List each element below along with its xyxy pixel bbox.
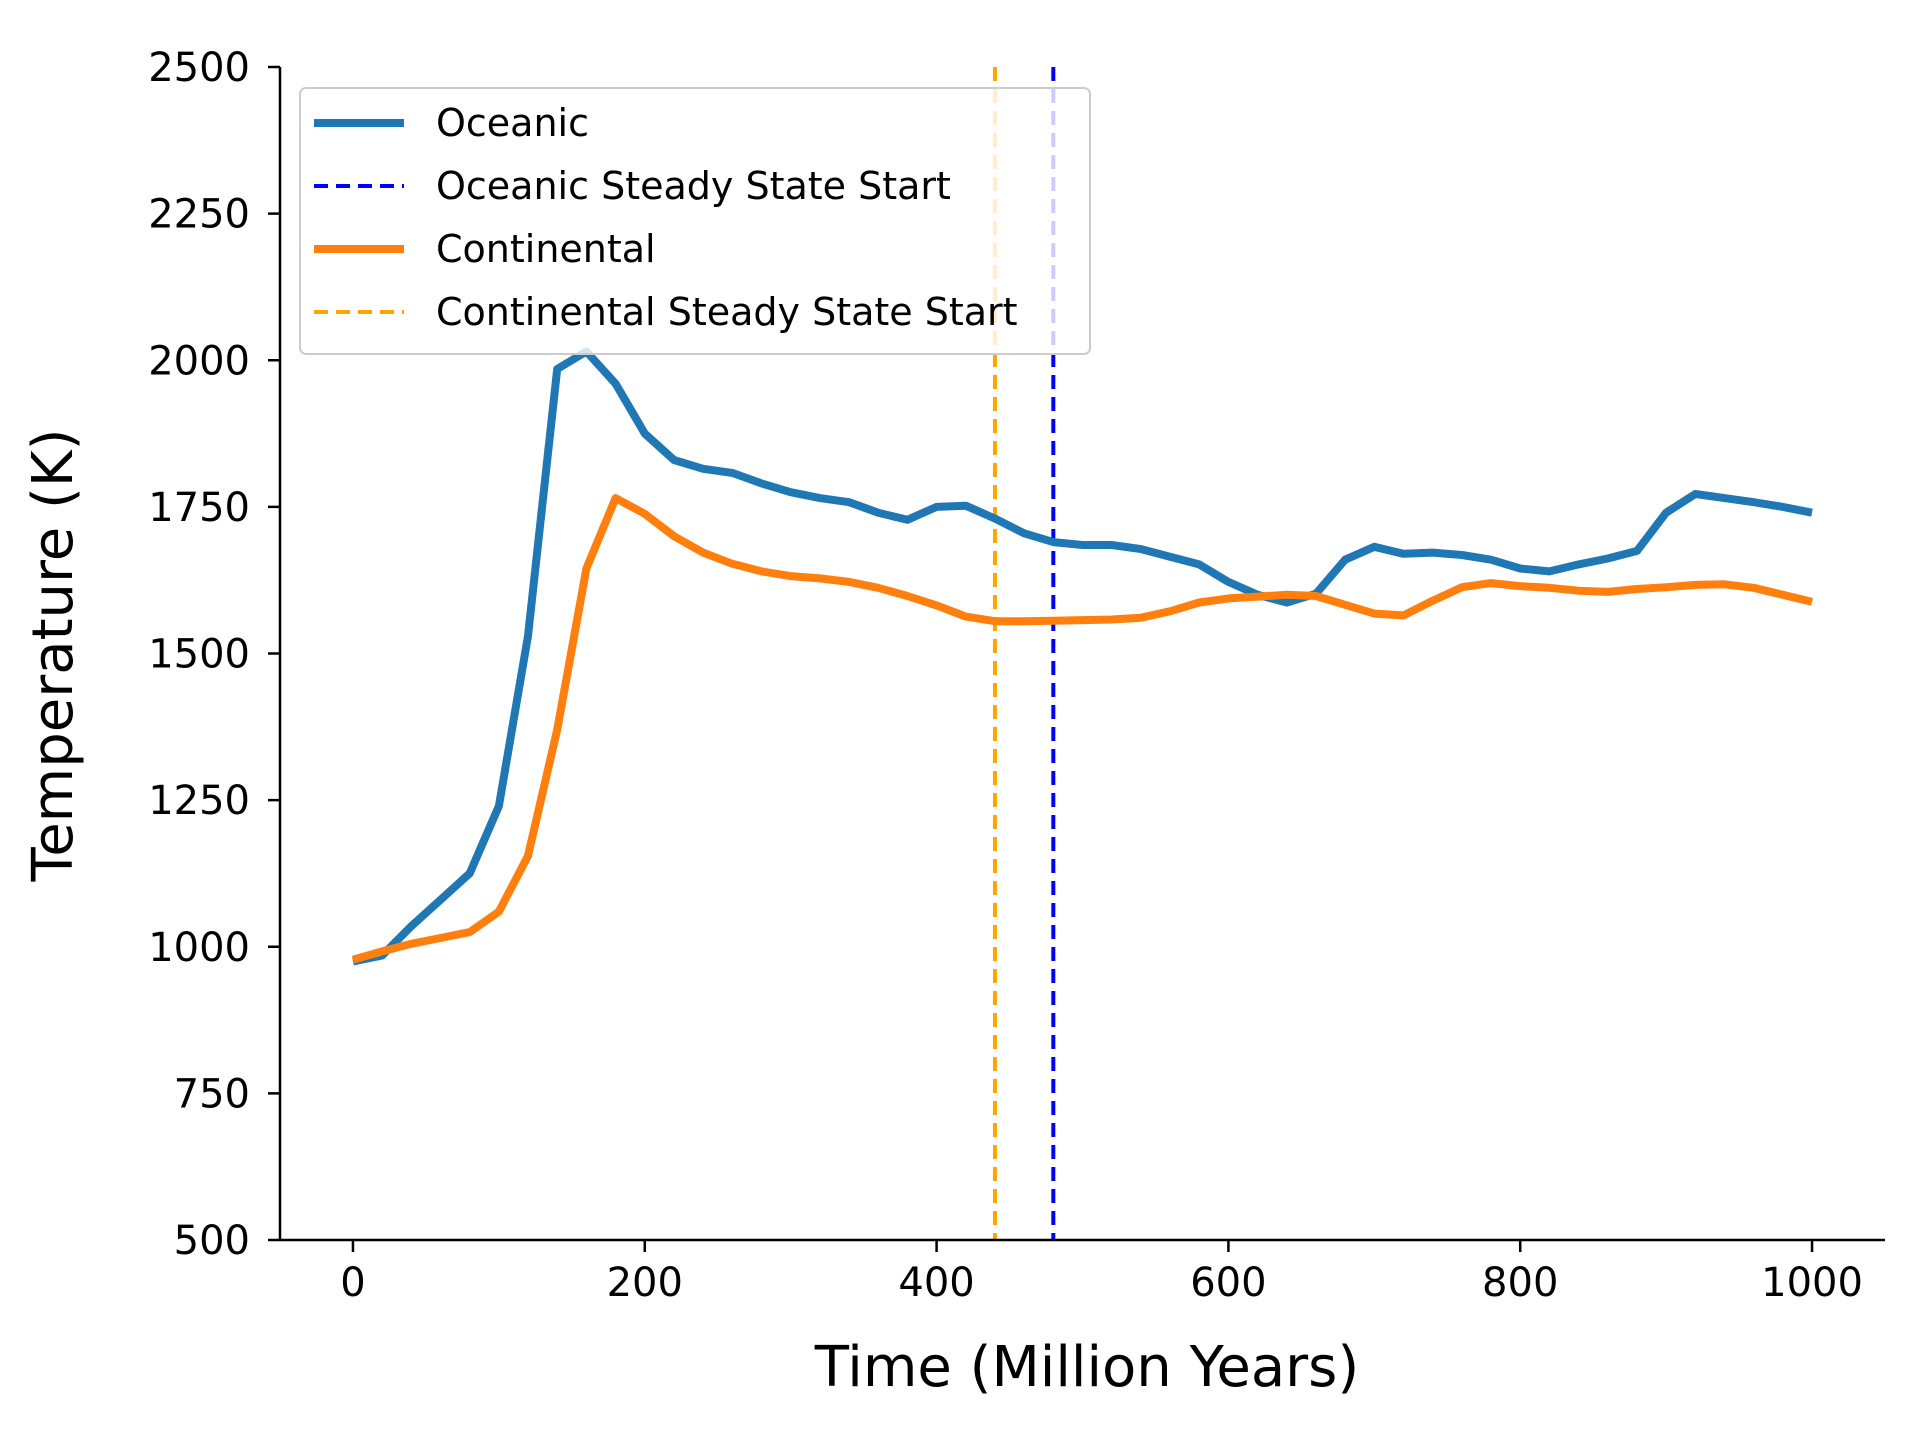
x-axis-title: Time (Million Years)	[814, 1335, 1359, 1400]
legend-label: Oceanic Steady State Start	[436, 164, 951, 208]
y-tick-label: 1500	[148, 632, 250, 678]
legend-label: Oceanic	[436, 101, 589, 145]
y-tick-label: 750	[174, 1071, 250, 1117]
x-tick-label: 400	[898, 1260, 974, 1306]
y-tick-label: 2250	[148, 192, 250, 238]
y-tick-label: 2000	[148, 338, 250, 384]
y-ticks: 500 750 1000 1250 1500 1750 2000 2250 2500	[148, 45, 280, 1264]
series-line-continental	[351, 494, 1813, 964]
series-lines	[351, 347, 1813, 966]
y-tick-label: 1000	[148, 925, 250, 971]
x-tick-label: 800	[1482, 1260, 1558, 1306]
legend-label: Continental Steady State Start	[436, 290, 1018, 334]
x-tick-label: 1000	[1761, 1260, 1863, 1306]
x-tick-label: 600	[1190, 1260, 1266, 1306]
legend-box	[299, 87, 1091, 355]
y-tick-label: 500	[174, 1218, 250, 1264]
y-axis-title: Temperature (K)	[21, 429, 86, 883]
y-tick-label: 1250	[148, 778, 250, 824]
series-line-oceanic	[352, 347, 1813, 966]
y-tick-label: 2500	[148, 45, 250, 91]
legend-label: Continental	[436, 227, 656, 271]
steady-state-lines	[992, 67, 1056, 1240]
x-tick-label: 200	[607, 1260, 683, 1306]
x-tick-label: 0	[340, 1260, 365, 1306]
y-tick-label: 1750	[148, 485, 250, 531]
x-ticks: 0 200 400 600 800 1000	[340, 1240, 1863, 1306]
legend: Oceanic Oceanic Steady State Start Contine…	[299, 87, 1091, 355]
